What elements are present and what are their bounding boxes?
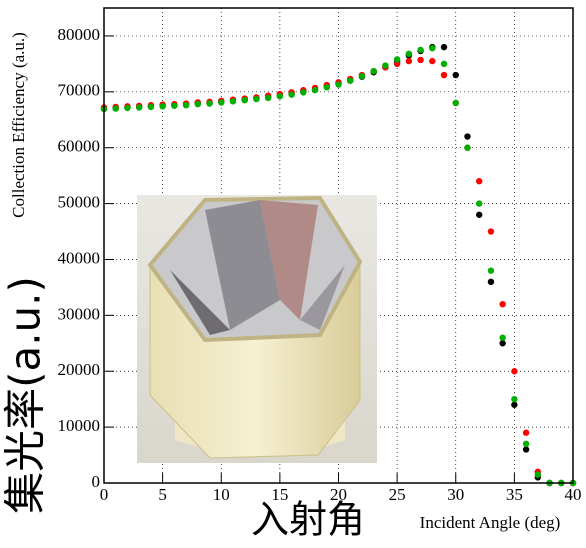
- x-tick-label: 15: [271, 485, 288, 504]
- data-point: [394, 56, 400, 62]
- x-tick-label: 35: [506, 485, 523, 504]
- data-point: [406, 58, 412, 64]
- data-point: [441, 61, 447, 67]
- data-point: [523, 446, 529, 452]
- data-point: [277, 93, 283, 99]
- data-point: [300, 89, 306, 95]
- x-tick-label: 25: [389, 485, 406, 504]
- y-tick-label: 50000: [58, 192, 101, 211]
- data-point: [324, 84, 330, 90]
- y-tick-label: 60000: [58, 137, 101, 156]
- data-point: [335, 81, 341, 87]
- data-point: [499, 335, 505, 341]
- data-point: [406, 51, 412, 57]
- data-point: [417, 57, 423, 63]
- data-point: [312, 87, 318, 93]
- data-point: [230, 98, 236, 104]
- data-point: [464, 145, 470, 151]
- data-point: [488, 279, 494, 285]
- x-axis-label: Incident Angle (deg): [420, 513, 561, 532]
- data-point: [218, 99, 224, 105]
- data-point: [476, 178, 482, 184]
- data-point: [124, 105, 130, 111]
- data-point: [429, 58, 435, 64]
- data-point: [159, 103, 165, 109]
- data-point: [511, 368, 517, 374]
- y-tick-label: 20000: [58, 360, 101, 379]
- y-axis-label-ja: 集光率(a.u.): [1, 276, 50, 514]
- x-tick-label: 30: [447, 485, 464, 504]
- data-point: [499, 301, 505, 307]
- data-point: [453, 100, 459, 106]
- data-point: [148, 104, 154, 110]
- x-tick-label: 5: [158, 485, 167, 504]
- y-tick-label: 30000: [58, 304, 101, 323]
- data-point: [195, 101, 201, 107]
- data-point: [382, 62, 388, 68]
- y-tick-label: 0: [92, 472, 101, 491]
- inset-photo: [137, 195, 377, 463]
- data-point: [511, 396, 517, 402]
- data-point: [511, 402, 517, 408]
- y-axis-label: Collection Efficiency (a.u.): [9, 32, 28, 218]
- data-point: [242, 97, 248, 103]
- y-tick-label: 40000: [58, 248, 101, 267]
- data-point: [441, 44, 447, 50]
- data-point: [136, 104, 142, 110]
- data-point: [359, 73, 365, 79]
- x-tick-label: 40: [565, 485, 582, 504]
- data-point: [253, 96, 259, 102]
- data-point: [464, 133, 470, 139]
- data-point: [453, 72, 459, 78]
- data-point: [113, 105, 119, 111]
- x-tick-label: 20: [330, 485, 347, 504]
- data-point: [499, 340, 505, 346]
- x-tick-label: 0: [100, 485, 109, 504]
- chart: Collection Efficiency (a.u.) 集光率(a.u.) I…: [0, 0, 586, 548]
- y-tick-label: 10000: [58, 416, 101, 435]
- data-point: [523, 430, 529, 436]
- data-point: [288, 91, 294, 97]
- data-point: [171, 103, 177, 109]
- data-point: [488, 267, 494, 273]
- data-point: [429, 45, 435, 51]
- data-point: [523, 441, 529, 447]
- data-point: [441, 72, 447, 78]
- data-point: [417, 47, 423, 53]
- data-point: [206, 100, 212, 106]
- data-point: [488, 228, 494, 234]
- data-point: [535, 471, 541, 477]
- y-tick-label: 80000: [58, 25, 101, 44]
- data-point: [370, 68, 376, 74]
- data-point: [476, 212, 482, 218]
- data-point: [347, 77, 353, 83]
- y-tick-label: 70000: [58, 81, 101, 100]
- data-point: [265, 95, 271, 101]
- x-tick-label: 10: [213, 485, 230, 504]
- x-axis-label-ja: 入射角: [251, 498, 365, 542]
- data-point: [476, 200, 482, 206]
- data-point: [183, 102, 189, 108]
